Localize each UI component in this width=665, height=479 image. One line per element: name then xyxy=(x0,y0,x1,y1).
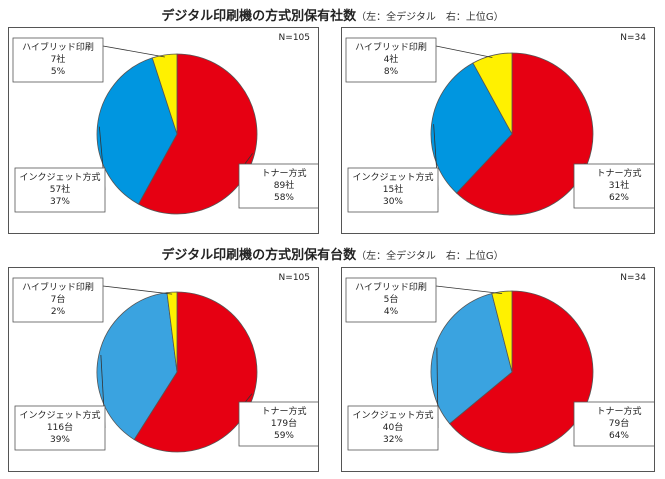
label-inkjet-name: インクジェット方式 xyxy=(352,409,433,421)
n-label: N=34 xyxy=(620,33,646,43)
n-label: N=105 xyxy=(278,33,310,43)
label-toner-name: トナー方式 xyxy=(261,405,306,417)
callout-box-hybrid xyxy=(12,37,104,83)
callout-box-inkjet xyxy=(14,167,106,213)
pie-slice-inkjet xyxy=(430,62,513,194)
label-hybrid-count: 7台 xyxy=(51,293,66,305)
label-toner-count: 79台 xyxy=(609,417,629,429)
label-inkjet-name: インクジェット方式 xyxy=(19,409,100,421)
callout-box-hybrid xyxy=(345,277,437,323)
label-toner-pct: 62% xyxy=(609,193,629,203)
label-hybrid-name: ハイブリッド印刷 xyxy=(355,41,427,53)
callout-box-inkjet xyxy=(14,405,106,451)
label-toner-name: トナー方式 xyxy=(261,167,306,179)
callout-box-toner xyxy=(573,163,654,209)
label-toner-name: トナー方式 xyxy=(596,405,641,417)
label-hybrid-pct: 5% xyxy=(51,67,66,77)
label-hybrid-pct: 2% xyxy=(51,307,66,317)
label-inkjet-pct: 30% xyxy=(383,197,403,207)
leader-line-hybrid xyxy=(102,45,165,58)
leader-line-hybrid xyxy=(435,45,493,58)
pie-slice-hybrid xyxy=(472,52,513,135)
pie-slice-toner xyxy=(137,53,258,215)
callout-box-inkjet xyxy=(347,167,439,213)
label-hybrid-pct: 4% xyxy=(384,307,399,317)
label-toner-count: 89社 xyxy=(274,179,294,191)
chart-title-companies: デジタル印刷機の方式別保有社数（左：全デジタル 右：上位G） xyxy=(0,5,665,24)
n-label: N=105 xyxy=(278,273,310,283)
pie-slice-hybrid xyxy=(166,291,178,373)
label-inkjet-count: 40台 xyxy=(383,421,403,433)
label-inkjet-pct: 37% xyxy=(50,197,70,207)
label-inkjet-count: 15社 xyxy=(383,183,403,195)
callout-box-hybrid xyxy=(12,277,104,323)
label-hybrid-count: 4社 xyxy=(384,53,399,65)
label-hybrid-name: ハイブリッド印刷 xyxy=(22,281,94,293)
title-sub: （左：全デジタル 右：上位G） xyxy=(356,251,504,262)
label-hybrid-name: ハイブリッド印刷 xyxy=(355,281,427,293)
label-inkjet-count: 116台 xyxy=(47,421,73,433)
title-main: デジタル印刷機の方式別保有台数 xyxy=(161,248,357,263)
label-toner-count: 179台 xyxy=(271,417,297,429)
callout-box-toner xyxy=(573,401,654,447)
callout-box-toner xyxy=(238,401,318,447)
label-hybrid-pct: 8% xyxy=(384,67,399,77)
leader-line-hybrid xyxy=(102,285,173,295)
label-hybrid-count: 7社 xyxy=(51,53,66,65)
chart-title-units: デジタル印刷機の方式別保有台数（左：全デジタル 右：上位G） xyxy=(0,244,665,263)
pie-slice-inkjet xyxy=(96,57,178,205)
pie-slice-hybrid xyxy=(151,53,178,135)
callout-box-toner xyxy=(238,163,318,209)
callout-box-inkjet xyxy=(347,405,439,451)
label-toner-count: 31社 xyxy=(609,179,629,191)
label-toner-pct: 59% xyxy=(274,431,294,441)
n-label: N=34 xyxy=(620,273,646,283)
label-inkjet-pct: 32% xyxy=(383,435,403,445)
label-inkjet-name: インクジェット方式 xyxy=(19,171,100,183)
label-inkjet-pct: 39% xyxy=(50,435,70,445)
label-toner-name: トナー方式 xyxy=(596,167,641,179)
leader-line-hybrid xyxy=(435,285,503,295)
title-main: デジタル印刷機の方式別保有社数 xyxy=(161,9,357,24)
label-hybrid-name: ハイブリッド印刷 xyxy=(22,41,94,53)
title-sub: （左：全デジタル 右：上位G） xyxy=(356,12,504,23)
pie-panel-units-all: トナー方式 179台 59% インクジェット方式 116台 39% ハイブリッド印刷 7台 2%… xyxy=(8,267,319,472)
pie-slice-hybrid xyxy=(491,290,513,373)
pie-slice-toner xyxy=(133,291,258,453)
pie-panel-companies-top: トナー方式 31社 62% インクジェット方式 15社 30% ハイブリッド印刷 4社 8% N… xyxy=(341,27,655,234)
callout-box-hybrid xyxy=(345,37,437,83)
pie-slice-inkjet xyxy=(430,293,513,425)
label-inkjet-count: 57社 xyxy=(50,183,70,195)
pie-panel-units-top: トナー方式 79台 64% インクジェット方式 40台 32% ハイブリッド印刷 5台 4% N… xyxy=(341,267,655,472)
label-inkjet-name: インクジェット方式 xyxy=(352,171,433,183)
label-toner-pct: 58% xyxy=(274,193,294,203)
label-toner-pct: 64% xyxy=(609,431,629,441)
pie-slice-inkjet xyxy=(96,292,178,441)
label-hybrid-count: 5台 xyxy=(384,293,399,305)
pie-panel-companies-all: トナー方式 89社 58% インクジェット方式 57社 37% ハイブリッド印刷 7社 5% N… xyxy=(8,27,319,234)
